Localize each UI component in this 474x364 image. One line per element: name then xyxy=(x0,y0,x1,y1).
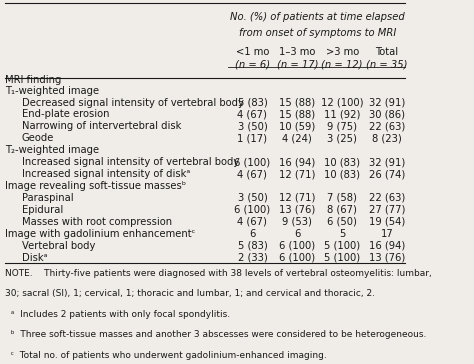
Text: 8 (23): 8 (23) xyxy=(372,133,402,143)
Text: 32 (91): 32 (91) xyxy=(369,157,405,167)
Text: 30 (86): 30 (86) xyxy=(369,110,405,119)
Text: 4 (67): 4 (67) xyxy=(237,110,267,119)
Text: 13 (76): 13 (76) xyxy=(369,253,405,262)
Text: Diskᵃ: Diskᵃ xyxy=(22,253,47,262)
Text: MRI finding: MRI finding xyxy=(6,75,62,86)
Text: 7 (58): 7 (58) xyxy=(327,193,357,203)
Text: Image with gadolinium enhancementᶜ: Image with gadolinium enhancementᶜ xyxy=(6,229,196,239)
Text: 4 (67): 4 (67) xyxy=(237,217,267,227)
Text: 1 (17): 1 (17) xyxy=(237,133,267,143)
Text: 6: 6 xyxy=(294,229,301,239)
Text: from onset of symptoms to MRI: from onset of symptoms to MRI xyxy=(239,28,396,39)
Text: (n = 12): (n = 12) xyxy=(321,60,363,70)
Text: 10 (83): 10 (83) xyxy=(324,169,360,179)
Text: Total: Total xyxy=(375,47,399,56)
Text: ᵃ  Includes 2 patients with only focal spondylitis.: ᵃ Includes 2 patients with only focal sp… xyxy=(6,310,230,319)
Text: 17: 17 xyxy=(381,229,393,239)
Text: Masses with root compression: Masses with root compression xyxy=(22,217,172,227)
Text: 2 (33): 2 (33) xyxy=(237,253,267,262)
Text: 5 (100): 5 (100) xyxy=(324,241,360,250)
Text: Vertebral body: Vertebral body xyxy=(22,241,95,250)
Text: Increased signal intensity of diskᵃ: Increased signal intensity of diskᵃ xyxy=(22,169,190,179)
Text: T₂-weighted image: T₂-weighted image xyxy=(6,145,100,155)
Text: 6 (100): 6 (100) xyxy=(279,253,315,262)
Text: <1 mo: <1 mo xyxy=(236,47,269,56)
Text: 13 (76): 13 (76) xyxy=(279,205,315,215)
Text: 12 (71): 12 (71) xyxy=(279,169,316,179)
Text: (n = 6): (n = 6) xyxy=(235,60,270,70)
Text: >3 mo: >3 mo xyxy=(326,47,359,56)
Text: Increased signal intensity of vertebral body: Increased signal intensity of vertebral … xyxy=(22,157,239,167)
Text: 3 (50): 3 (50) xyxy=(237,122,267,131)
Text: 12 (71): 12 (71) xyxy=(279,193,316,203)
Text: 11 (92): 11 (92) xyxy=(324,110,360,119)
Text: 27 (77): 27 (77) xyxy=(369,205,405,215)
Text: End-plate erosion: End-plate erosion xyxy=(22,110,109,119)
Text: 10 (83): 10 (83) xyxy=(324,157,360,167)
Text: T₁-weighted image: T₁-weighted image xyxy=(6,86,100,96)
Text: Geode: Geode xyxy=(22,133,54,143)
Text: 3 (25): 3 (25) xyxy=(327,133,357,143)
Text: 30; sacral (Sl), 1; cervical, 1; thoracic and lumbar, 1; and cervical and thorac: 30; sacral (Sl), 1; cervical, 1; thoraci… xyxy=(6,289,375,298)
Text: 26 (74): 26 (74) xyxy=(369,169,405,179)
Text: 16 (94): 16 (94) xyxy=(279,157,315,167)
Text: 5 (100): 5 (100) xyxy=(324,253,360,262)
Text: 22 (63): 22 (63) xyxy=(369,122,405,131)
Text: 6 (100): 6 (100) xyxy=(279,241,315,250)
Text: 9 (75): 9 (75) xyxy=(327,122,357,131)
Text: ᵇ  Three soft-tissue masses and another 3 abscesses were considered to be hetero: ᵇ Three soft-tissue masses and another 3… xyxy=(6,331,427,340)
Text: (n = 17): (n = 17) xyxy=(276,60,318,70)
Text: 1–3 mo: 1–3 mo xyxy=(279,47,316,56)
Text: 6 (100): 6 (100) xyxy=(234,205,271,215)
Text: (n = 35): (n = 35) xyxy=(366,60,408,70)
Text: 10 (59): 10 (59) xyxy=(279,122,315,131)
Text: 15 (88): 15 (88) xyxy=(279,110,315,119)
Text: 5 (83): 5 (83) xyxy=(237,98,267,108)
Text: 16 (94): 16 (94) xyxy=(369,241,405,250)
Text: 3 (50): 3 (50) xyxy=(237,193,267,203)
Text: 9 (53): 9 (53) xyxy=(283,217,312,227)
Text: Narrowing of intervertebral disk: Narrowing of intervertebral disk xyxy=(22,122,181,131)
Text: 6 (50): 6 (50) xyxy=(327,217,357,227)
Text: ᶜ  Total no. of patients who underwent gadolinium-enhanced imaging.: ᶜ Total no. of patients who underwent ga… xyxy=(6,351,327,360)
Text: 6: 6 xyxy=(249,229,255,239)
Text: 22 (63): 22 (63) xyxy=(369,193,405,203)
Text: 8 (67): 8 (67) xyxy=(327,205,357,215)
Text: 6 (100): 6 (100) xyxy=(234,157,271,167)
Text: 5: 5 xyxy=(339,229,346,239)
Text: 5 (83): 5 (83) xyxy=(237,241,267,250)
Text: 15 (88): 15 (88) xyxy=(279,98,315,108)
Text: 19 (54): 19 (54) xyxy=(369,217,405,227)
Text: 4 (24): 4 (24) xyxy=(283,133,312,143)
Text: 4 (67): 4 (67) xyxy=(237,169,267,179)
Text: NOTE.    Thirty-five patients were diagnosed with 38 levels of vertebral osteomy: NOTE. Thirty-five patients were diagnose… xyxy=(6,269,432,278)
Text: Epidural: Epidural xyxy=(22,205,63,215)
Text: Decreased signal intensity of vertebral body: Decreased signal intensity of vertebral … xyxy=(22,98,244,108)
Text: Paraspinal: Paraspinal xyxy=(22,193,73,203)
Text: No. (%) of patients at time elapsed: No. (%) of patients at time elapsed xyxy=(230,12,405,22)
Text: 32 (91): 32 (91) xyxy=(369,98,405,108)
Text: 12 (100): 12 (100) xyxy=(321,98,364,108)
Text: Image revealing soft-tissue massesᵇ: Image revealing soft-tissue massesᵇ xyxy=(6,181,187,191)
